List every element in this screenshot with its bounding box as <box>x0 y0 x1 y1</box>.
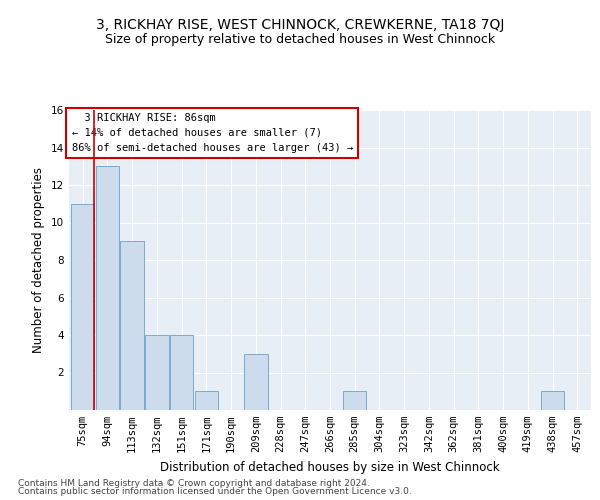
Bar <box>145 335 169 410</box>
Bar <box>121 242 144 410</box>
Y-axis label: Number of detached properties: Number of detached properties <box>32 167 46 353</box>
Bar <box>343 391 367 410</box>
Bar <box>95 166 119 410</box>
Bar <box>244 354 268 410</box>
Text: Size of property relative to detached houses in West Chinnock: Size of property relative to detached ho… <box>105 32 495 46</box>
Bar <box>71 204 94 410</box>
Bar <box>541 391 565 410</box>
Text: 3 RICKHAY RISE: 86sqm
← 14% of detached houses are smaller (7)
86% of semi-detac: 3 RICKHAY RISE: 86sqm ← 14% of detached … <box>71 113 353 152</box>
Text: Contains public sector information licensed under the Open Government Licence v3: Contains public sector information licen… <box>18 487 412 496</box>
Bar <box>170 335 193 410</box>
Bar <box>194 391 218 410</box>
X-axis label: Distribution of detached houses by size in West Chinnock: Distribution of detached houses by size … <box>160 460 500 473</box>
Text: Contains HM Land Registry data © Crown copyright and database right 2024.: Contains HM Land Registry data © Crown c… <box>18 478 370 488</box>
Text: 3, RICKHAY RISE, WEST CHINNOCK, CREWKERNE, TA18 7QJ: 3, RICKHAY RISE, WEST CHINNOCK, CREWKERN… <box>96 18 504 32</box>
